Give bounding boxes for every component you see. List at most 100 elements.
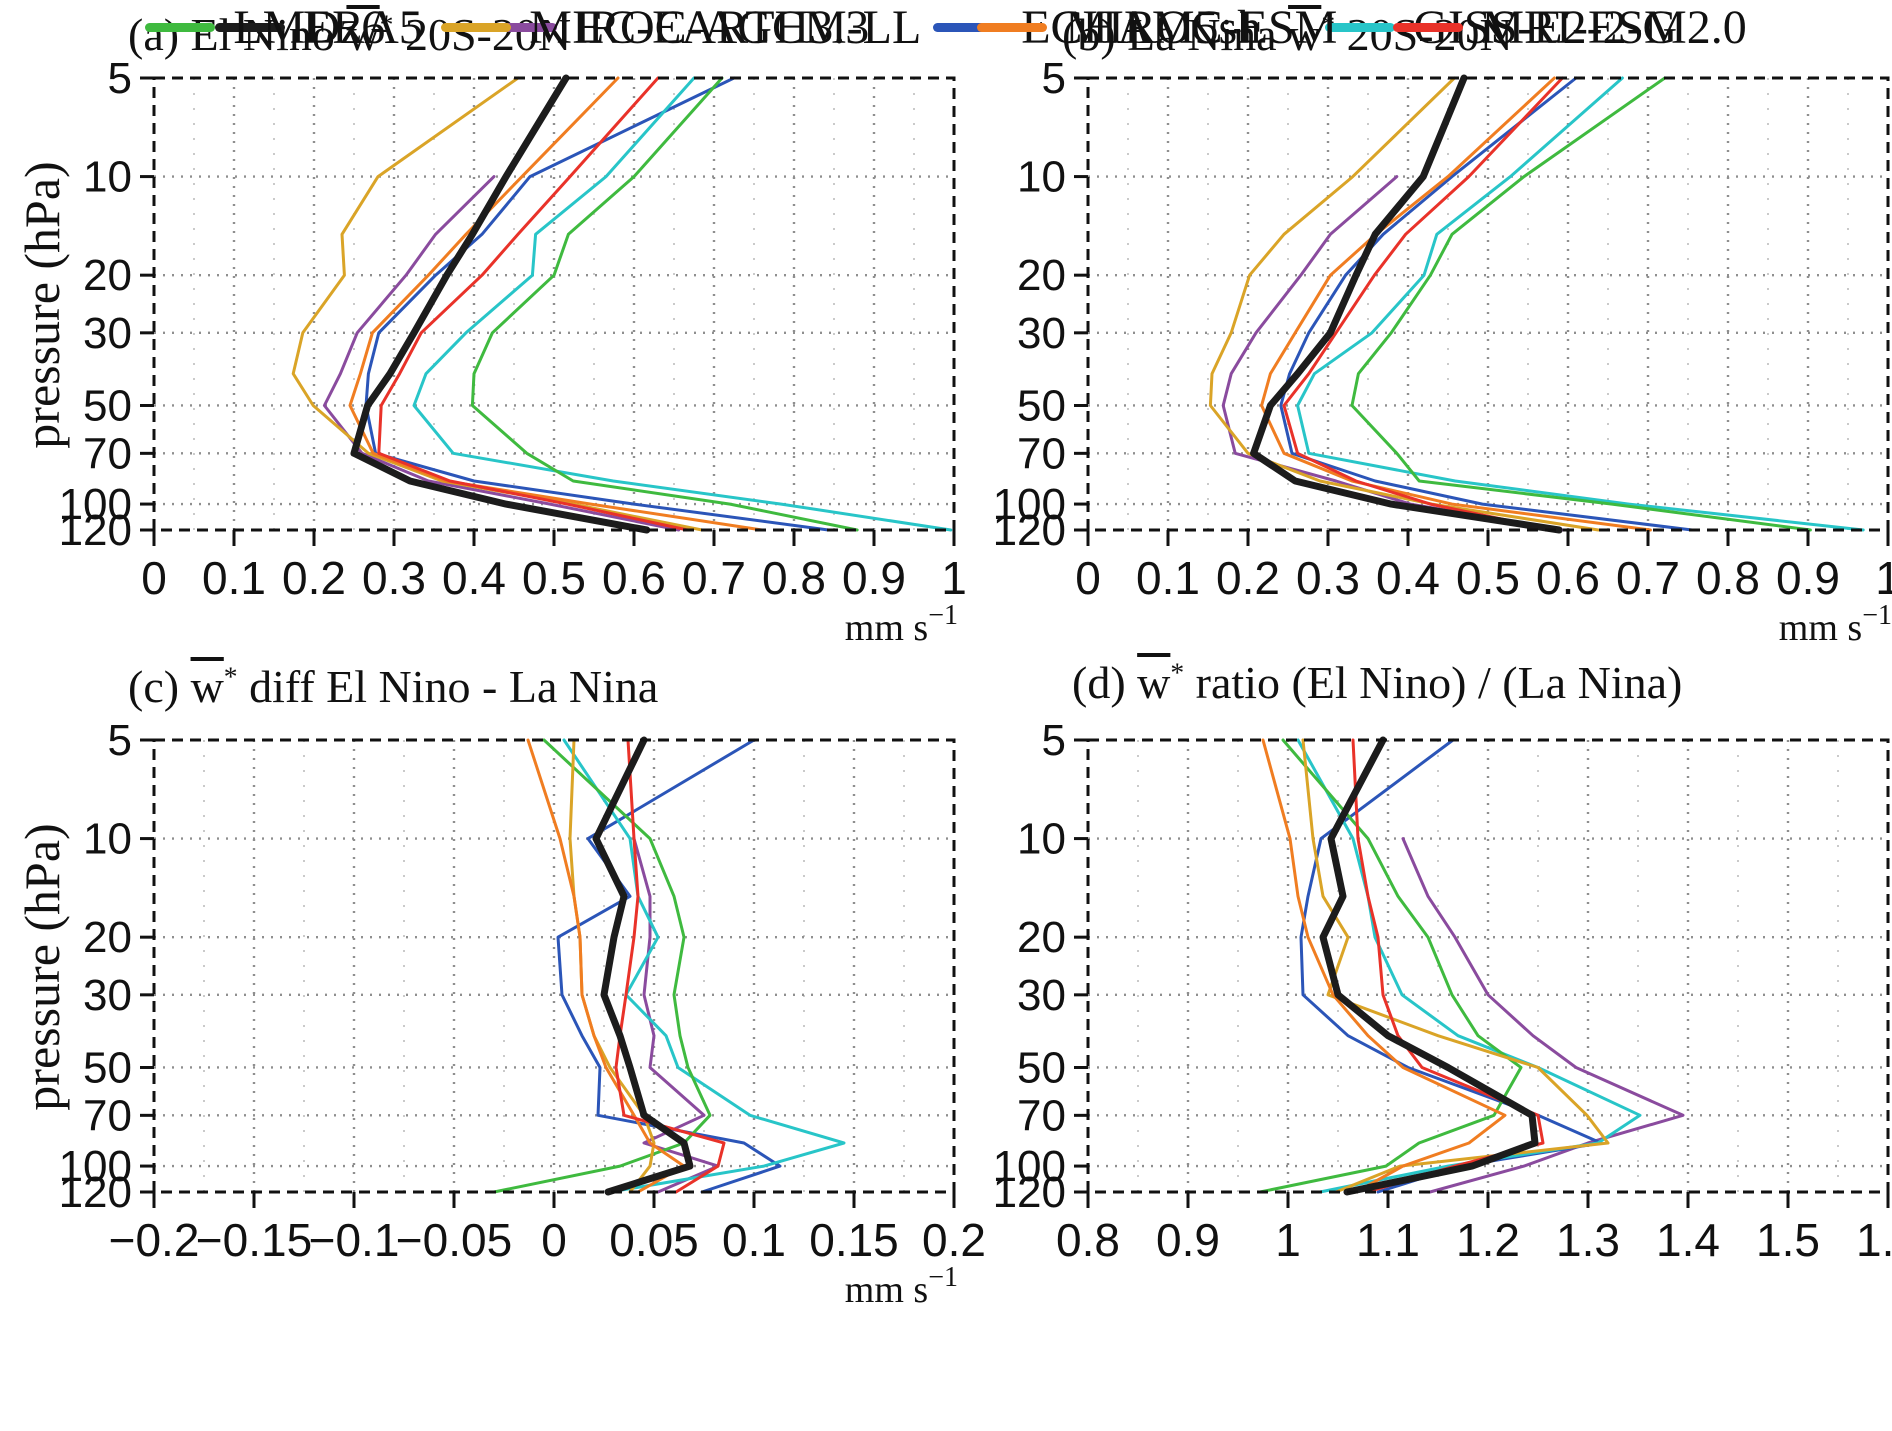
y-tick-label: 30 <box>83 971 132 1020</box>
y-tick-label: 100 <box>993 480 1066 529</box>
series-line-lmdz6 <box>492 738 712 1194</box>
y-tick-label: 10 <box>1017 815 1066 864</box>
legend-item-era5: ERA5 <box>214 0 423 55</box>
y-tick-label: 10 <box>1017 153 1066 202</box>
panel-c-title-pre: (c) <box>128 661 180 712</box>
x-tick-label: 1 <box>941 552 967 604</box>
y-tick-label: 100 <box>993 1142 1066 1191</box>
legend-swatch <box>1393 23 1464 32</box>
x-tick-label: 0.05 <box>609 1214 699 1266</box>
legend-label: MIROC-ESM <box>1065 1 1338 54</box>
panel-b-chart: 0 0.1 0.2 0.3 0.4 0.5 0.6 0.7 0.8 0.9 1 5 10 20 30 5070… <box>993 54 1892 649</box>
x-tick-label: 0.6 <box>602 552 666 604</box>
series-line-ec-earth3-3 <box>322 175 681 532</box>
x-tick-label: 0.9 <box>842 552 906 604</box>
x-tick-label: 0.8 <box>762 552 826 604</box>
series-line-miroc-esm <box>526 738 686 1194</box>
series-line-echam5sh <box>556 738 782 1194</box>
x-tick-label: −0.2 <box>109 1214 200 1266</box>
series-line-echam5sh <box>1279 76 1694 532</box>
x-tick-label: 1.6 <box>1856 1214 1892 1266</box>
legend-swatch <box>933 23 1004 32</box>
x-tick-label: 0.4 <box>1376 552 1440 604</box>
y-tick-label: 120 <box>993 1168 1066 1217</box>
series-line-lmdz6 <box>470 76 859 532</box>
panel-c-title-post: diff El Nino - La Nina <box>249 661 659 712</box>
x-tick-label: 0.1 <box>202 552 266 604</box>
x-tick-label: 0.6 <box>1536 552 1600 604</box>
y-tick-label: 20 <box>83 251 132 300</box>
x-tick-label: 1.1 <box>1356 1214 1420 1266</box>
x-tick-label: 1.3 <box>1556 1214 1620 1266</box>
y-tick-label: 20 <box>83 913 132 962</box>
wbar-symbol: w <box>1137 657 1171 708</box>
y-tick-label: 50 <box>1017 1043 1066 1092</box>
legend-label: EC-EARTH3.3 <box>574 1 870 54</box>
legend-item-mri-esm2-0: MRI-ESM2.0 <box>1393 0 1747 55</box>
x-tick-label: 0.5 <box>522 552 586 604</box>
x-tick-label: 1.5 <box>1756 1214 1820 1266</box>
legend-item-miroc-agcm-ll: MIROC-AGCM-LL <box>441 0 921 55</box>
x-tick-label: 0.8 <box>1696 552 1760 604</box>
y-tick-label: 30 <box>83 309 132 358</box>
series-line-miroc-esm <box>1261 738 1507 1194</box>
legend-item-miroc-esm: MIROC-ESM <box>977 0 1337 55</box>
x-tick-label: 0.9 <box>1156 1214 1220 1266</box>
plot-border <box>152 738 956 1194</box>
y-tick-label: 100 <box>59 480 132 529</box>
x-tick-label: 0.1 <box>722 1214 786 1266</box>
x-tick-label: −0.15 <box>196 1214 312 1266</box>
series-line-lmdz6 <box>1258 738 1523 1194</box>
x-tick-label: 0 <box>141 552 167 604</box>
y-tick-label: 120 <box>59 1168 132 1217</box>
wbar-symbol: w <box>346 9 380 60</box>
y-tick-label: 5 <box>108 716 132 765</box>
wbar-asterisk: * <box>223 660 238 692</box>
x-tick-label: −0.05 <box>396 1214 512 1266</box>
wbar-symbol: w <box>1288 9 1322 60</box>
y-tick-label: 70 <box>83 429 132 478</box>
panel-b-title-post: 20S-20N <box>1346 9 1513 60</box>
y-tick-label: 5 <box>108 54 132 103</box>
series-line-lmdz6 <box>1350 76 1812 532</box>
unit-label: mm s−1 <box>845 1262 958 1311</box>
series-line-era5 <box>592 736 694 1196</box>
x-tick-label: 0.9 <box>1776 552 1840 604</box>
y-tick-label: 20 <box>1017 913 1066 962</box>
y-tick-label: 70 <box>1017 429 1066 478</box>
y-tick-label: 30 <box>1017 971 1066 1020</box>
y-tick-label: 10 <box>83 153 132 202</box>
x-tick-label: 1.2 <box>1456 1214 1520 1266</box>
wbar-asterisk: * <box>1170 656 1185 688</box>
series-line-mri-esm2-0 <box>614 738 726 1194</box>
legend-swatch <box>214 23 285 32</box>
legend-label: MRI-ESM2.0 <box>1481 1 1747 54</box>
x-tick-label: 0.8 <box>1056 1214 1120 1266</box>
panel-d-title-pre: (d) <box>1072 657 1126 708</box>
x-tick-label: 0.3 <box>362 552 426 604</box>
x-tick-label: 0.7 <box>1616 552 1680 604</box>
x-tick-label: 0.1 <box>1136 552 1200 604</box>
series-line-era5 <box>1250 74 1563 534</box>
x-tick-label: 0.4 <box>442 552 506 604</box>
legend-label: MIROC-AGCM-LL <box>529 1 922 54</box>
series-line-miroc-agcm-ll <box>1301 738 1610 1194</box>
legend-item-lmdz6: LMDz6 <box>145 0 385 55</box>
legend-swatch <box>441 23 512 32</box>
wbar-symbol: w <box>190 661 224 712</box>
panel-c-chart: −0.2−0.15−0.1−0.05 0 0.05 0.1 0.15 0.2 5 10 20 30… <box>59 716 986 1311</box>
series-line-mri-esm2-0 <box>377 76 690 532</box>
y-tick-label: 50 <box>1017 381 1066 430</box>
x-tick-label: 0 <box>541 1214 567 1266</box>
legend-label: ECHAM5sh <box>1021 1 1262 54</box>
x-tick-label: 1 <box>1875 552 1892 604</box>
y-tick-label: 5 <box>1042 54 1066 103</box>
y-tick-label: 120 <box>59 506 132 555</box>
y-tick-label: 30 <box>1017 309 1066 358</box>
legend-swatch <box>1325 23 1396 32</box>
y-tick-label: 20 <box>1017 251 1066 300</box>
x-tick-label: 0.2 <box>922 1214 986 1266</box>
legend-item-echam5sh: ECHAM5sh <box>933 0 1261 55</box>
panel-d-title-post: ratio (El Nino) / (La Nina) <box>1195 657 1683 708</box>
y-tick-label: 5 <box>1042 716 1066 765</box>
